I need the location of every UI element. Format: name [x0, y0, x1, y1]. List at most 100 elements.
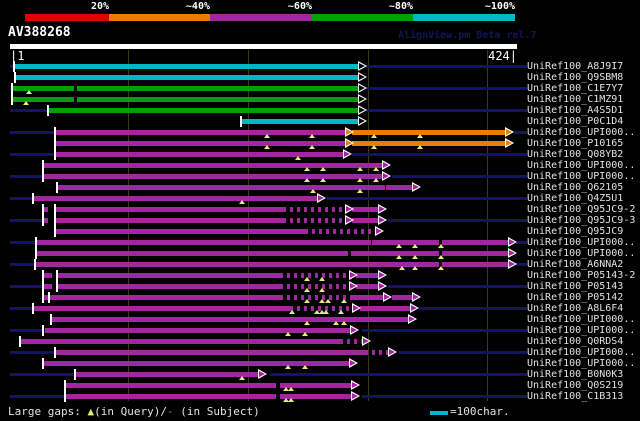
alignment-bar-segment[interactable]	[14, 64, 359, 69]
subject-label[interactable]: UniRef100_A6NNA2	[527, 259, 624, 270]
alignment-bar-segment[interactable]	[56, 273, 281, 278]
alignment-bar-segment[interactable]	[289, 306, 353, 311]
subject-label[interactable]: UniRef100_UPI000..	[527, 248, 636, 259]
alignment-bar-segment[interactable]	[55, 207, 283, 212]
alignment-bar-segment[interactable]	[435, 262, 442, 267]
subject-label[interactable]: UniRef100_P0C1D4	[527, 116, 624, 127]
alignment-bar-segment[interactable]	[340, 339, 362, 344]
alignment-bar-segment[interactable]	[55, 152, 343, 157]
alignment-bar-segment[interactable]	[76, 86, 215, 91]
subject-label[interactable]: UniRef100_Q9SBM8	[527, 72, 624, 83]
alignment-bar-segment[interactable]	[55, 130, 345, 135]
alignment-bar-segment[interactable]	[372, 240, 436, 245]
alignment-bar-segment[interactable]	[15, 75, 359, 80]
alignment-bar-segment[interactable]	[75, 372, 258, 377]
alignment-bar-segment[interactable]	[214, 97, 219, 102]
subject-label[interactable]: UniRef100_A8J9I7	[527, 61, 624, 72]
alignment-bar-segment[interactable]	[367, 240, 373, 245]
alignment-bar-segment[interactable]	[280, 295, 350, 300]
subject-label[interactable]: UniRef100_UPI000..	[527, 160, 636, 171]
alignment-bar-segment[interactable]	[282, 218, 345, 223]
alignment-bar-segment[interactable]	[350, 251, 436, 256]
alignment-bar-segment[interactable]	[35, 262, 436, 267]
alignment-bar-segment[interactable]	[218, 86, 359, 91]
alignment-bar-segment[interactable]	[12, 86, 71, 91]
alignment-bar-segment[interactable]	[43, 207, 49, 212]
alignment-bar-segment[interactable]	[273, 394, 281, 399]
alignment-bar-segment[interactable]	[435, 240, 442, 245]
alignment-bar-segment[interactable]	[282, 207, 345, 212]
subject-label[interactable]: UniRef100_Q95JC9-2	[527, 204, 636, 215]
alignment-bar-segment[interactable]	[33, 196, 318, 201]
alignment-bar-segment[interactable]	[66, 383, 274, 388]
alignment-bar-segment[interactable]	[43, 273, 52, 278]
alignment-bar-segment[interactable]	[55, 141, 345, 146]
alignment-bar-segment[interactable]	[355, 284, 379, 289]
subject-label[interactable]: UniRef100_C1MZ91	[527, 94, 624, 105]
alignment-bar-segment[interactable]	[36, 251, 345, 256]
alignment-bar-segment[interactable]	[48, 108, 359, 113]
alignment-bar-segment[interactable]	[355, 273, 379, 278]
alignment-bar-segment[interactable]	[441, 251, 508, 256]
alignment-bar-segment[interactable]	[57, 185, 383, 190]
subject-label[interactable]: UniRef100_A8L6F4	[527, 303, 624, 314]
subject-label[interactable]: UniRef100_UPI000..	[527, 127, 636, 138]
alignment-bar-segment[interactable]	[12, 97, 71, 102]
alignment-bar-segment[interactable]	[36, 240, 368, 245]
alignment-bar-segment[interactable]	[44, 328, 350, 333]
alignment-bar-segment[interactable]	[352, 130, 506, 135]
alignment-bar-segment[interactable]	[43, 361, 349, 366]
subject-label[interactable]: UniRef100_C1E7Y7	[527, 83, 624, 94]
alignment-bar-segment[interactable]	[305, 229, 375, 234]
subject-label[interactable]: UniRef100_Q0RDS4	[527, 336, 624, 347]
subject-label[interactable]: UniRef100_P05142	[527, 292, 624, 303]
subject-label[interactable]: UniRef100_Q62105	[527, 182, 624, 193]
subject-label[interactable]: UniRef100_Q95JC9-3	[527, 215, 636, 226]
alignment-bar-segment[interactable]	[43, 163, 382, 168]
alignment-bar-segment[interactable]	[280, 284, 349, 289]
subject-label[interactable]: UniRef100_UPI000..	[527, 237, 636, 248]
alignment-bar-segment[interactable]	[66, 394, 274, 399]
alignment-bar-segment[interactable]	[43, 174, 382, 179]
alignment-bar-segment[interactable]	[360, 306, 410, 311]
alignment-bar-segment[interactable]	[280, 394, 351, 399]
subject-label[interactable]: UniRef100_Q95JC9	[527, 226, 624, 237]
alignment-bar-segment[interactable]	[214, 86, 219, 91]
subject-label[interactable]: UniRef100_UPI000..	[527, 171, 636, 182]
alignment-bar-segment[interactable]	[76, 97, 215, 102]
alignment-bar-segment[interactable]	[441, 240, 508, 245]
alignment-bar-segment[interactable]	[352, 218, 379, 223]
subject-label[interactable]: UniRef100_P05143-2	[527, 270, 636, 281]
alignment-bar-segment[interactable]	[56, 284, 281, 289]
alignment-bar-segment[interactable]	[49, 295, 281, 300]
alignment-bar-segment[interactable]	[391, 295, 412, 300]
alignment-bar-segment[interactable]	[55, 229, 306, 234]
alignment-bar-segment[interactable]	[382, 185, 386, 190]
subject-label[interactable]: UniRef100_C1B313	[527, 391, 624, 402]
subject-label[interactable]: UniRef100_Q08YB2	[527, 149, 624, 160]
alignment-bar-segment[interactable]	[365, 350, 388, 355]
alignment-bar-segment[interactable]	[280, 273, 349, 278]
subject-label[interactable]: UniRef100_P05143	[527, 281, 624, 292]
alignment-bar-segment[interactable]	[240, 119, 359, 124]
alignment-bar-segment[interactable]	[435, 251, 442, 256]
alignment-bar-segment[interactable]	[344, 251, 351, 256]
alignment-bar-segment[interactable]	[218, 97, 359, 102]
subject-label[interactable]: UniRef100_UPI000..	[527, 314, 636, 325]
subject-label[interactable]: UniRef100_UPI000..	[527, 325, 636, 336]
alignment-bar-segment[interactable]	[349, 295, 384, 300]
alignment-bar-segment[interactable]	[352, 207, 379, 212]
subject-label[interactable]: UniRef100_UPI000..	[527, 358, 636, 369]
alignment-bar-segment[interactable]	[43, 218, 49, 223]
alignment-bar-segment[interactable]	[280, 383, 351, 388]
alignment-bar-segment[interactable]	[385, 185, 412, 190]
subject-label[interactable]: UniRef100_Q4Z5U1	[527, 193, 624, 204]
alignment-bar-segment[interactable]	[352, 141, 506, 146]
alignment-bar-segment[interactable]	[71, 97, 77, 102]
alignment-bar-segment[interactable]	[273, 383, 281, 388]
subject-label[interactable]: UniRef100_B0N0K3	[527, 369, 624, 380]
alignment-bar-segment[interactable]	[33, 306, 290, 311]
alignment-bar-segment[interactable]	[43, 284, 52, 289]
alignment-bar-segment[interactable]	[55, 218, 283, 223]
alignment-bar-segment[interactable]	[71, 86, 77, 91]
